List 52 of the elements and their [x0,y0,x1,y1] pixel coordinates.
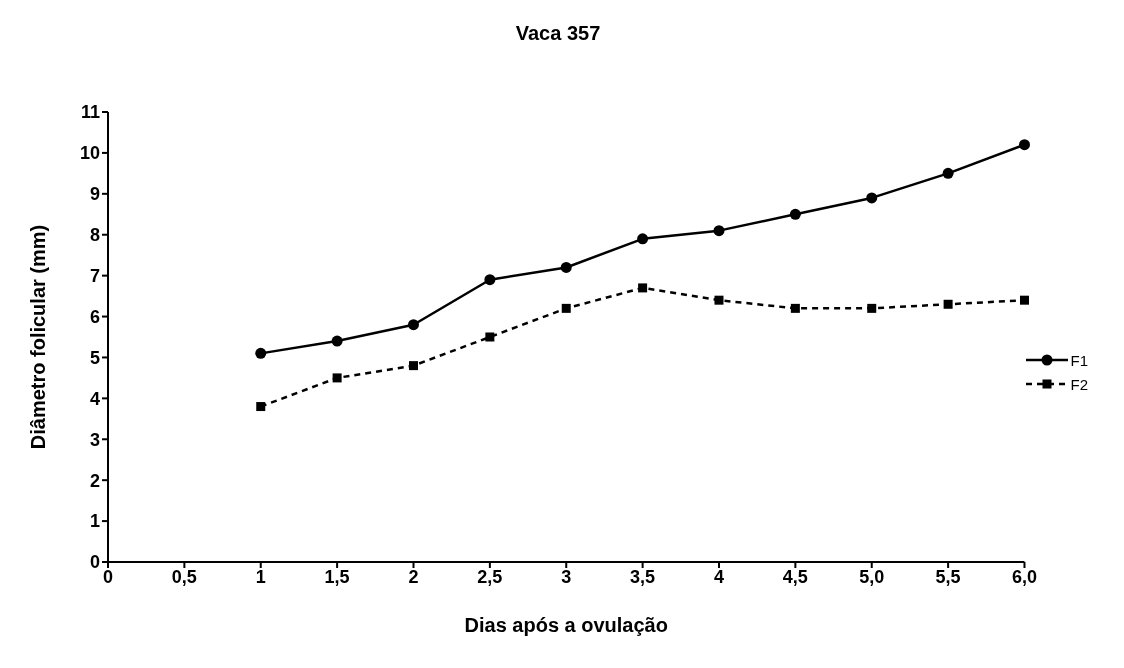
y-tick-label: 9 [89,184,100,205]
point [560,261,572,273]
point [1018,139,1030,151]
x-axis-title: Dias após a ovulação [464,614,668,636]
y-tick-label: 0 [89,552,100,573]
y-tick-label: 4 [89,388,100,409]
point [255,347,267,359]
point [789,208,801,220]
y-tick-label: 5 [89,347,100,368]
y-tick-label: 11 [80,102,100,123]
legend-label: F1 [1070,351,1088,369]
x-tick-label: 0 [102,566,114,587]
point [484,274,496,286]
y-tick-label: 2 [89,470,100,491]
point [408,319,419,331]
point [790,303,800,313]
point [867,303,877,313]
x-tick-label: 2 [408,566,419,587]
x-tick-label: 3 [561,566,572,587]
point [256,402,266,412]
y-tick-label: 7 [89,266,100,287]
chart-title: Vaca 357 [514,21,602,46]
y-tick-label: 6 [89,306,100,327]
y-tick-label: 1 [89,511,100,532]
point [943,299,953,309]
y-tick-label: 10 [79,143,100,164]
x-tick-label: 6,0 [1011,566,1037,587]
point [1019,295,1029,305]
x-tick-label: 4,5 [782,566,808,587]
point [637,233,649,245]
legend-label: F2 [1070,375,1088,393]
x-tick-label: 4 [713,566,724,587]
point [942,167,954,179]
point [561,303,571,313]
point [485,332,495,342]
x-tick-label: 5,5 [935,566,961,587]
point [714,295,724,305]
y-tick-label: 8 [89,225,100,246]
point [409,361,418,371]
y-tick-label: 3 [89,429,100,450]
point [638,283,648,293]
y-axis-title: Diâmetro folicular (mm) [27,224,50,450]
point [713,225,725,237]
x-tick-label: 0,5 [171,566,197,587]
x-tick-label: 3,5 [630,566,656,587]
point [332,373,342,383]
x-tick-label: 1,5 [324,566,350,587]
point [866,192,878,204]
x-tick-label: 1 [255,566,266,587]
x-tick-label: 5,0 [859,566,885,587]
x-tick-label: 2,5 [477,566,503,587]
point [331,335,343,347]
